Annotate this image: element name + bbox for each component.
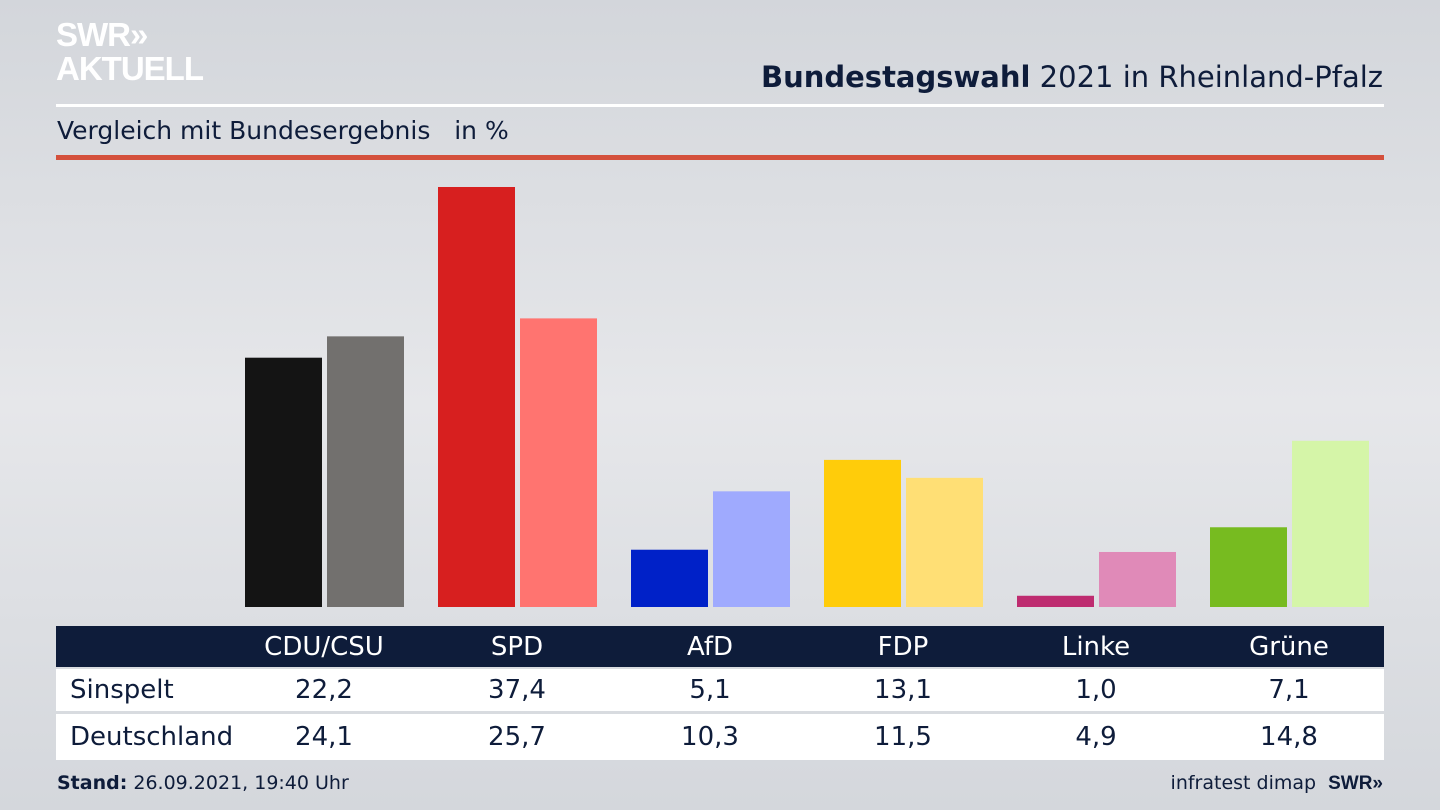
- bar-grüne-sinspelt: [1210, 527, 1287, 607]
- bar-fdp-sinspelt: [824, 459, 901, 607]
- column-header: Linke: [1061, 631, 1131, 662]
- value-cell: 4,9: [1075, 722, 1117, 752]
- value-cell: 37,4: [488, 675, 546, 705]
- bar-linke-deutschland: [1099, 551, 1176, 607]
- row-label: Sinspelt: [70, 675, 174, 705]
- logo-line1: SWR»: [56, 16, 148, 53]
- stand-label: Stand:: [57, 772, 128, 794]
- value-cell: 22,2: [295, 675, 353, 705]
- table-row: Sinspelt 22,2 37,4 5,1 13,1 1,0 7,1: [56, 669, 1384, 711]
- table-header: CDU/CSU SPD AfD FDP Linke Grüne: [56, 626, 1384, 667]
- title-bold: Bundestagswahl: [760, 60, 1031, 94]
- swr-aktuell-logo: SWR» AKTUELL: [56, 16, 204, 87]
- page-title: Bundestagswahl 2021 in Rheinland-Pfalz: [761, 60, 1383, 94]
- subtitle: Vergleich mit Bundesergebnis in %: [57, 116, 509, 145]
- value-cell: 7,1: [1268, 675, 1310, 705]
- value-cell: 11,5: [874, 722, 932, 752]
- bar-cducsu-sinspelt: [245, 357, 322, 607]
- value-cell: 5,1: [689, 675, 731, 705]
- value-cell: 14,8: [1260, 722, 1318, 752]
- logo-line2: AKTUELL: [56, 50, 204, 87]
- bar-spd-sinspelt: [438, 186, 515, 608]
- bar-spd-deutschland: [520, 318, 597, 607]
- accent-divider: [56, 155, 1384, 160]
- value-cell: 1,0: [1075, 675, 1117, 705]
- bar-cducsu-deutschland: [327, 336, 404, 607]
- bar-grüne-deutschland: [1292, 440, 1369, 607]
- source: infratest dimap SWR»: [1171, 772, 1383, 795]
- bar-afd-sinspelt: [631, 549, 708, 607]
- bar-fdp-deutschland: [906, 477, 983, 607]
- title-rest: 2021 in Rheinland-Pfalz: [1030, 60, 1383, 94]
- divider: [56, 104, 1384, 107]
- column-header: SPD: [490, 631, 544, 662]
- value-cell: 25,7: [488, 722, 546, 752]
- swr-logo: SWR»: [1328, 773, 1383, 794]
- bar-linke-sinspelt: [1017, 595, 1094, 607]
- bar-chart: [245, 186, 1369, 608]
- column-header: FDP: [877, 631, 929, 662]
- source-label: infratest dimap: [1170, 772, 1317, 794]
- column-header: AfD: [686, 631, 734, 662]
- table-row: Deutschland 24,1 25,7 10,3 11,5 4,9 14,8: [56, 714, 1384, 760]
- stand-value: 26.09.2021, 19:40 Uhr: [127, 772, 349, 794]
- results-table: CDU/CSU SPD AfD FDP Linke Grüne Sinspelt 22,2 3…: [56, 626, 1384, 760]
- value-cell: 10,3: [681, 722, 739, 752]
- row-label: Deutschland: [70, 722, 234, 752]
- column-header: CDU/CSU: [264, 631, 384, 662]
- value-cell: 13,1: [874, 675, 932, 705]
- column-header: Grüne: [1249, 631, 1329, 662]
- timestamp: Stand: 26.09.2021, 19:40 Uhr: [57, 772, 349, 794]
- bar-afd-deutschland: [713, 491, 790, 607]
- value-cell: 24,1: [295, 722, 353, 752]
